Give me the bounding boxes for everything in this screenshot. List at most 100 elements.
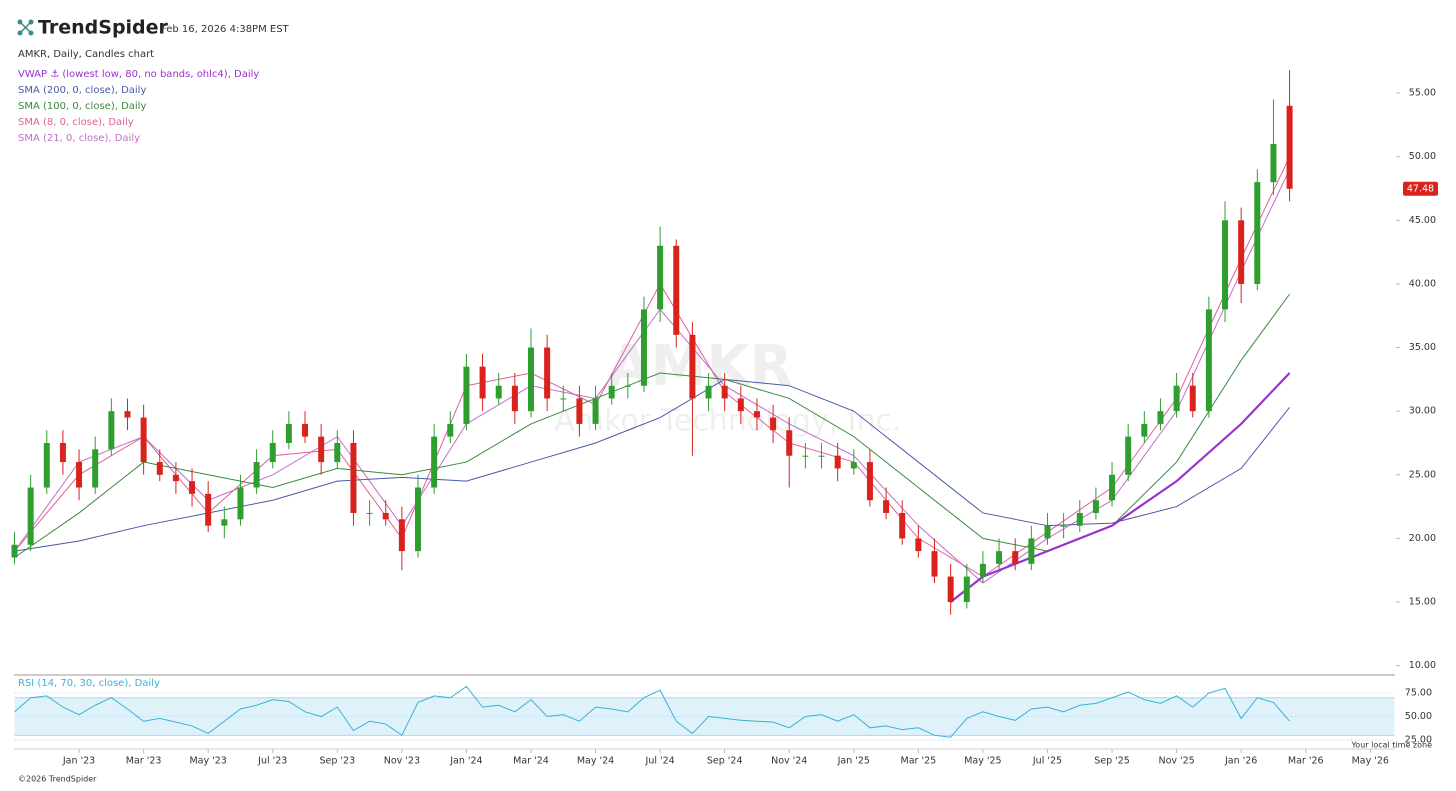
y-tick-label: 40.00	[1409, 278, 1436, 289]
candle-body	[544, 347, 551, 399]
y-tick-label: 25.00	[1409, 469, 1436, 480]
rsi-title: RSI (14, 70, 30, close), Daily	[18, 678, 160, 689]
x-tick-label: Jan '25	[837, 756, 870, 767]
legend-entry: SMA (21, 0, close), Daily	[18, 133, 140, 144]
candle-body	[76, 462, 83, 488]
candle-body	[124, 411, 131, 418]
timezone-note: Your local time zone	[1350, 741, 1432, 750]
candle-body	[1254, 182, 1261, 284]
candle-body	[786, 430, 793, 456]
candle-body	[189, 481, 196, 494]
x-tick-label: Sep '24	[707, 756, 743, 767]
candle-body	[850, 462, 857, 469]
last-price-box	[1403, 181, 1438, 196]
x-tick-label: Mar '25	[901, 756, 937, 767]
x-tick-label: Jan '24	[449, 756, 482, 767]
candle-body	[1157, 411, 1164, 424]
candle-body	[1173, 385, 1180, 412]
rsi-tick-label: 75.00	[1405, 688, 1432, 699]
candle-body	[140, 417, 147, 463]
x-tick-label: Jan '26	[1224, 756, 1257, 767]
candle-body	[172, 474, 179, 482]
candle-body	[915, 538, 922, 552]
x-tick-label: Jul '23	[257, 756, 287, 767]
x-tick-label: Jul '24	[645, 756, 675, 767]
candle-body	[802, 455, 809, 457]
candle-body	[996, 551, 1003, 564]
candle-body	[205, 493, 212, 526]
candle-body	[979, 563, 986, 577]
candle-body	[237, 487, 244, 520]
indicator-line	[14, 378, 1290, 552]
x-tick-label: Nov '23	[384, 756, 420, 767]
candle-body	[1060, 525, 1067, 527]
candle-body	[463, 366, 470, 424]
candle-body	[899, 512, 906, 539]
candle-body	[318, 436, 325, 463]
y-tick-label: 30.00	[1409, 406, 1436, 417]
candle-body	[770, 417, 777, 431]
candle-body	[1109, 474, 1116, 501]
x-tick-label: Jan '23	[62, 756, 95, 767]
y-tick-label: 15.00	[1409, 597, 1436, 608]
candle-body	[1205, 309, 1212, 412]
rsi-tick-label: 25.00	[1405, 735, 1432, 746]
candle-body	[221, 519, 228, 526]
candle-body	[302, 423, 309, 437]
candle-body	[866, 462, 873, 501]
candle-body	[818, 455, 825, 457]
candle-body	[447, 423, 454, 437]
candle-body	[753, 411, 760, 418]
x-tick-label: May '26	[1352, 756, 1389, 767]
legend-entry: SMA (200, 0, close), Daily	[18, 85, 146, 96]
y-tick-label: 35.00	[1409, 342, 1436, 353]
candle-body	[479, 366, 486, 399]
y-tick-label: 10.00	[1409, 660, 1436, 671]
candle-body	[624, 385, 631, 387]
candle-body	[592, 398, 599, 424]
candle-body	[334, 442, 341, 463]
candle-body	[415, 487, 422, 552]
candle-body	[350, 442, 357, 513]
x-tick-label: Sep '25	[1094, 756, 1130, 767]
candle-body	[560, 398, 567, 400]
last-price-label: 47.48	[1407, 183, 1434, 194]
candle-body	[108, 411, 115, 450]
candle-body	[382, 512, 389, 520]
y-tick-label: 20.00	[1409, 533, 1436, 544]
rsi-tick-label: 50.00	[1405, 711, 1432, 722]
x-tick-label: May '25	[964, 756, 1001, 767]
timestamp: Feb 16, 2026 4:38PM EST	[161, 24, 290, 35]
candle-body	[657, 245, 664, 310]
candle-body	[689, 334, 696, 399]
x-tick-label: Sep '23	[319, 756, 355, 767]
indicator-line	[949, 372, 1291, 603]
candle-body	[366, 512, 373, 514]
candle-body	[398, 519, 405, 552]
y-tick-label: 55.00	[1409, 88, 1436, 99]
candle-body	[1044, 525, 1051, 539]
copyright: ©2026 TrendSpider	[18, 775, 97, 784]
candle-body	[640, 309, 647, 386]
legend-entry: VWAP ⚓ (lowest low, 80, no bands, ohlc4)…	[18, 69, 259, 80]
rsi-line	[14, 685, 1290, 738]
candle-body	[156, 462, 163, 475]
candle-body	[1028, 538, 1035, 564]
candle-body	[721, 385, 728, 399]
x-tick-label: Mar '26	[1288, 756, 1324, 767]
candle-body	[11, 544, 18, 558]
candle-body	[947, 576, 954, 603]
x-tick-label: May '24	[577, 756, 614, 767]
brand: TrendSpider	[38, 17, 169, 39]
candle-body	[285, 423, 292, 443]
x-tick-label: May '23	[189, 756, 226, 767]
candle-body	[737, 398, 744, 412]
candle-body	[673, 245, 680, 335]
candle-body	[511, 385, 518, 412]
candle-body	[27, 487, 34, 545]
chart-title: AMKR, Daily, Candles chart	[18, 49, 154, 60]
legend-entry: SMA (100, 0, close), Daily	[18, 101, 146, 112]
y-tick-label: 50.00	[1409, 151, 1436, 162]
x-tick-label: Mar '23	[126, 756, 162, 767]
